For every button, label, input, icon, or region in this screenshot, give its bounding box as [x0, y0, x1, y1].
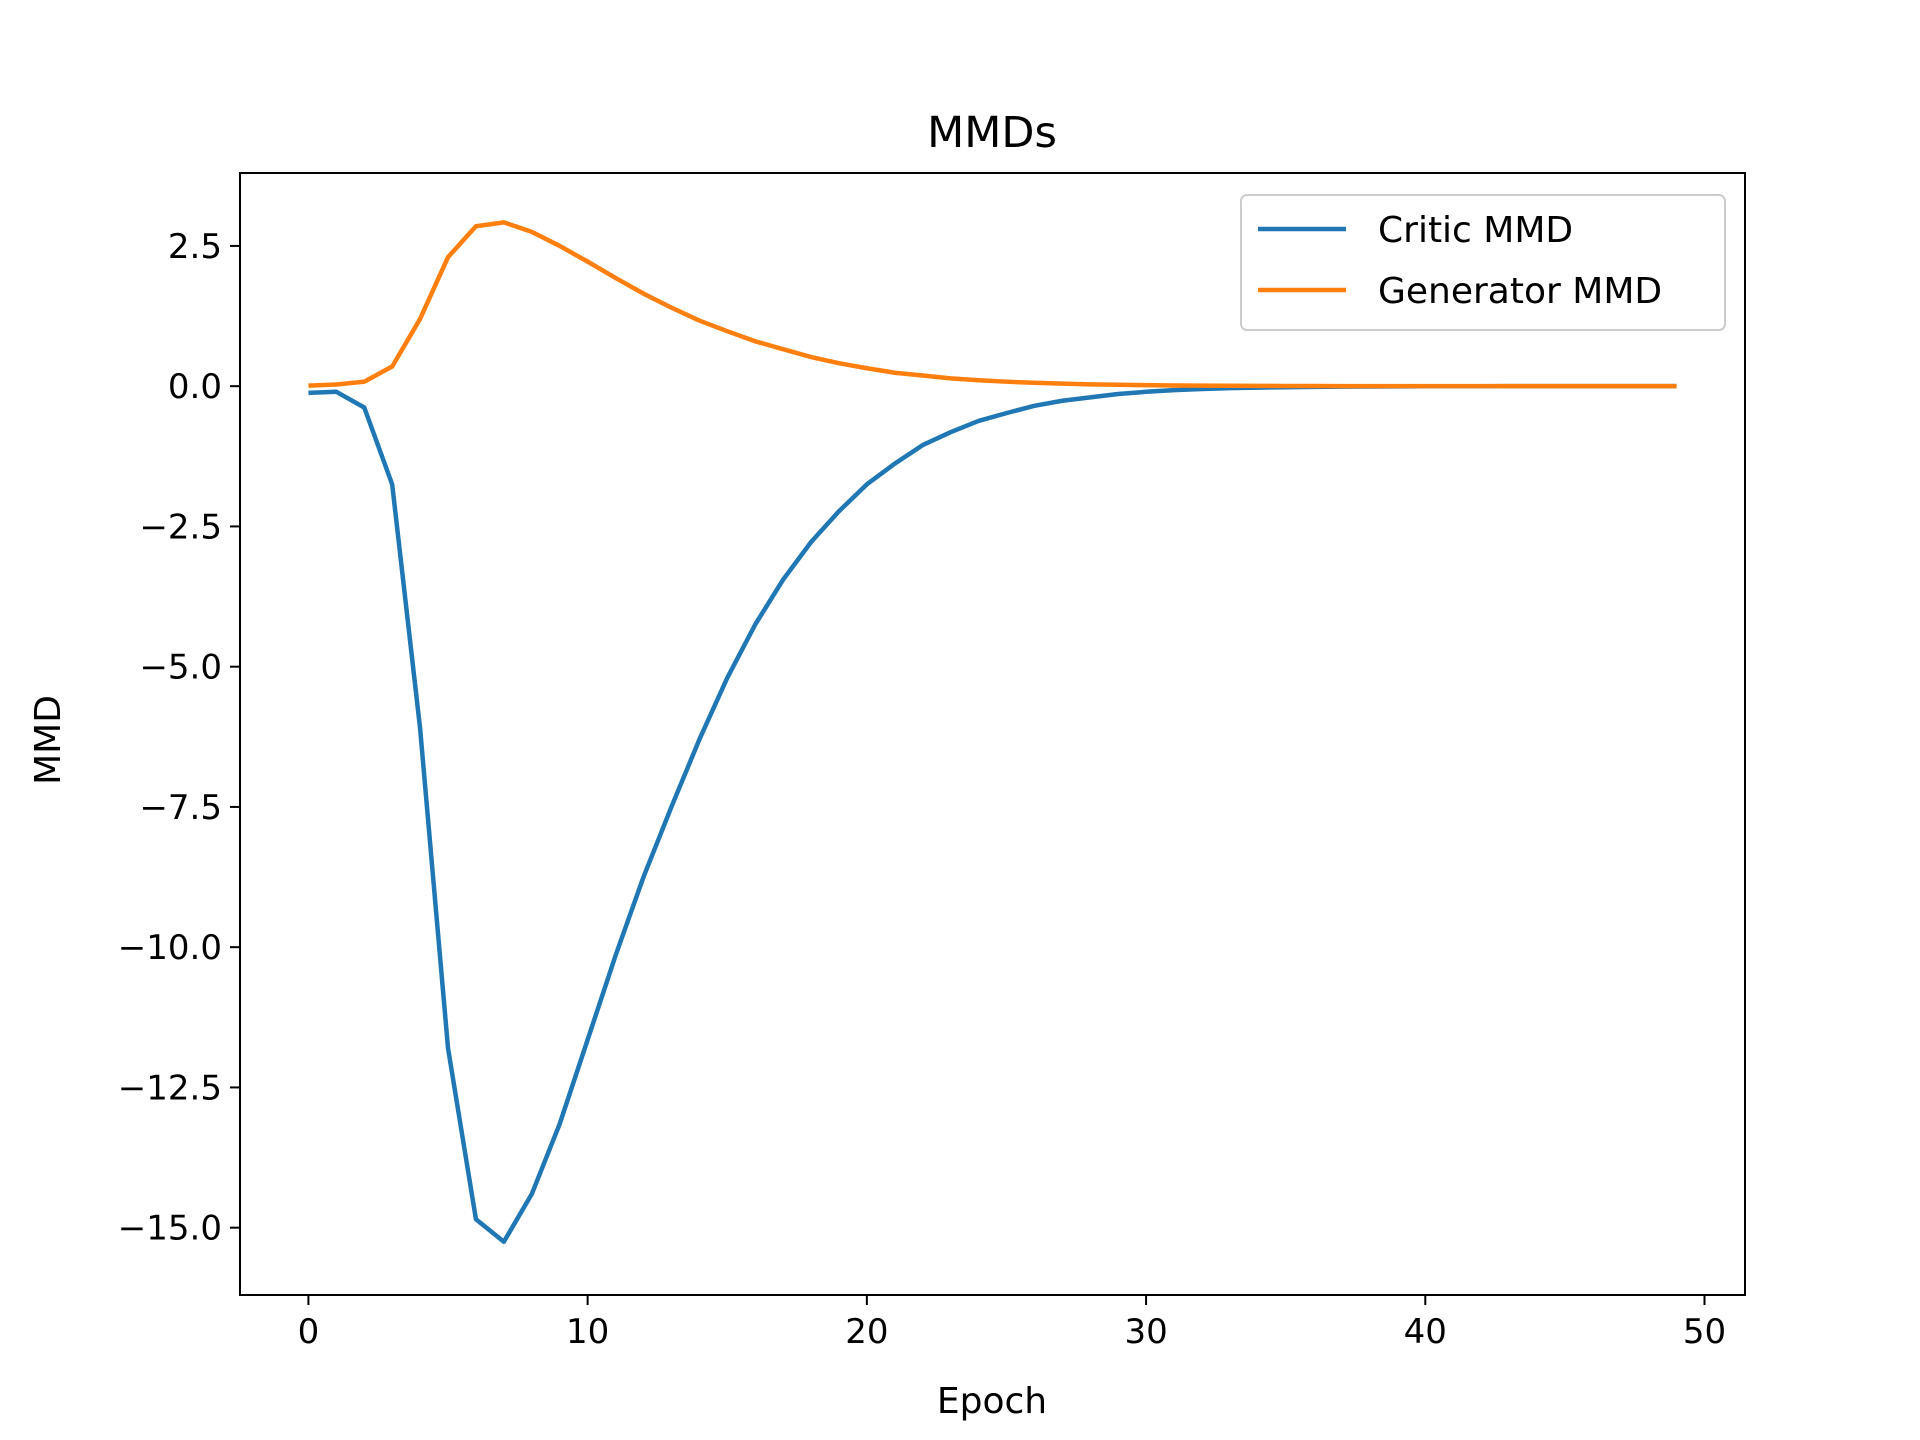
legend: Critic MMD Generator MMD — [1240, 194, 1726, 331]
y-axis-label: MMD — [28, 695, 69, 785]
y-axis-ticks: 2.5 0.0 −2.5 −5.0 −7.5 −10.0 −12.5 −15.0 — [118, 227, 240, 1249]
x-tick-label: 30 — [1124, 1312, 1167, 1352]
y-tick-label: −2.5 — [139, 507, 222, 547]
x-tick-label: 20 — [845, 1312, 888, 1352]
x-tick-label: 10 — [566, 1312, 609, 1352]
chart-title: MMDs — [927, 108, 1057, 158]
y-tick-label: −15.0 — [118, 1209, 222, 1249]
y-tick-label: −10.0 — [118, 928, 222, 968]
legend-label-critic-mmd: Critic MMD — [1378, 210, 1573, 251]
y-tick-label: −5.0 — [139, 648, 222, 688]
legend-box — [1240, 194, 1726, 331]
x-axis-ticks: 0 10 20 30 40 50 — [298, 1295, 1726, 1352]
plot-lines — [308, 220, 1677, 1244]
y-tick-label: 2.5 — [168, 227, 222, 267]
plot-frame — [239, 172, 1746, 1296]
x-tick-label: 40 — [1404, 1312, 1447, 1352]
x-tick-label: 50 — [1683, 1312, 1726, 1352]
legend-label-generator-mmd: Generator MMD — [1378, 271, 1662, 312]
y-tick-label: 0.0 — [168, 367, 222, 407]
x-tick-label: 0 — [298, 1312, 320, 1352]
x-axis-label: Epoch — [937, 1381, 1047, 1422]
y-tick-label: −12.5 — [118, 1068, 222, 1108]
y-tick-label: −7.5 — [139, 788, 222, 828]
series-line-generator-mmd — [308, 220, 1677, 389]
